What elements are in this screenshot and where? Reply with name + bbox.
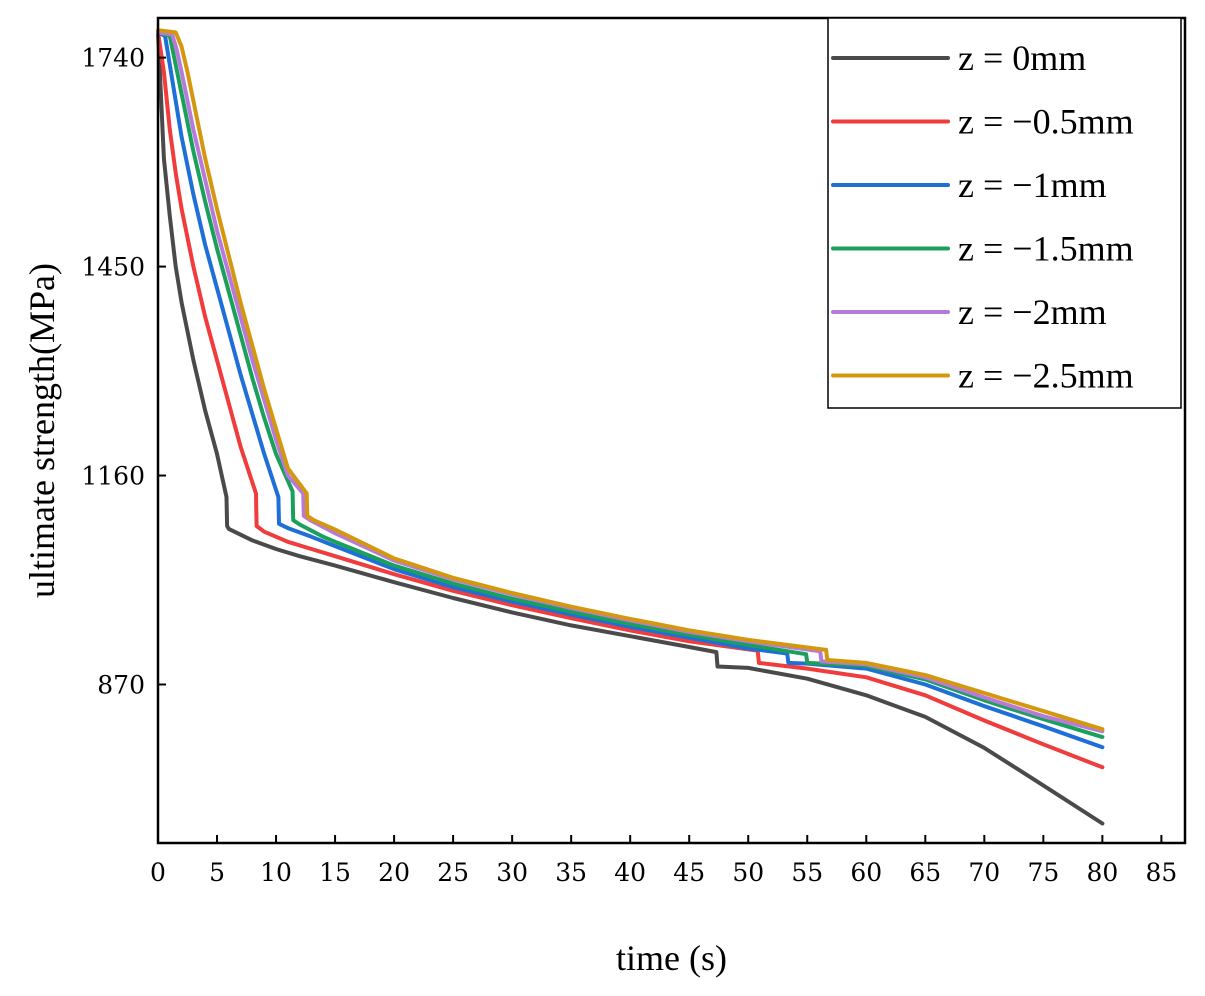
- x-tick-label: 25: [437, 858, 469, 887]
- x-tick-label: 65: [909, 858, 941, 887]
- legend-label: z = −2mm: [958, 292, 1107, 332]
- legend-label: z = 0mm: [958, 38, 1086, 78]
- legend: z = 0mm z = −0.5mm z = −1mm z = −1.5mm z = −…: [827, 17, 1182, 409]
- x-axis-title: time (s): [616, 938, 727, 978]
- y-tick-label: 1160: [81, 462, 145, 491]
- series-line-6: [156, 28, 1105, 732]
- y-tick-label: 1740: [81, 44, 145, 73]
- x-tick-label: 15: [319, 858, 351, 887]
- x-tick-label: 80: [1086, 858, 1118, 887]
- x-tick-label: 5: [209, 858, 225, 887]
- y-tick-label: 870: [97, 670, 145, 699]
- y-axis: 870 1160 1450 1740: [81, 44, 166, 699]
- plot-frame: [156, 16, 1187, 845]
- x-tick-label: 75: [1027, 858, 1059, 887]
- legend-label: z = −0.5mm: [958, 102, 1134, 142]
- x-axis: 0 5 10 15 20 25 30 35 40 45 50 55 60 65 70 75 80 85: [150, 835, 1177, 887]
- legend-label: z = −2.5mm: [958, 356, 1134, 396]
- x-tick-label: 20: [378, 858, 410, 887]
- x-tick-label: 55: [791, 858, 823, 887]
- x-tick-label: 30: [496, 858, 528, 887]
- x-tick-label: 50: [732, 858, 764, 887]
- x-tick-label: 45: [673, 858, 705, 887]
- legend-label: z = −1mm: [958, 165, 1107, 205]
- series-line-2: [156, 30, 1105, 770]
- x-tick-label: 70: [968, 858, 1000, 887]
- x-tick-label: 10: [260, 858, 292, 887]
- x-tick-label: 60: [850, 858, 882, 887]
- y-tick-label: 1450: [81, 253, 145, 282]
- series-line-3: [156, 30, 1105, 750]
- series-line-1: [156, 30, 1105, 826]
- legend-label: z = −1.5mm: [958, 229, 1134, 269]
- y-axis-title: ultimate strength(MPa): [22, 263, 62, 598]
- plot-area: [156, 28, 1105, 826]
- x-tick-label: 40: [614, 858, 646, 887]
- x-tick-label: 35: [555, 858, 587, 887]
- legend-box: [827, 17, 1182, 409]
- x-tick-label: 85: [1145, 858, 1177, 887]
- x-tick-label: 0: [150, 858, 166, 887]
- series-line-4: [156, 30, 1105, 740]
